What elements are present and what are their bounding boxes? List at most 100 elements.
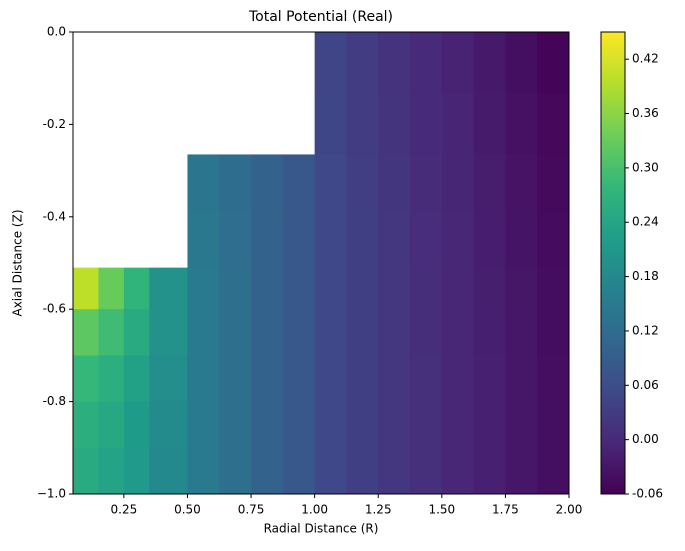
colorbar-tick-label: 0.24 [632,215,659,229]
contour-cell [410,212,443,269]
contour-cell [505,32,538,94]
contour-cell [149,447,188,495]
y-tick-label: 0.0 [47,25,66,39]
contour-cell [314,32,347,94]
contour-cell [505,212,538,269]
contour-cell [98,309,125,356]
contour-cell [314,355,347,403]
contour-cell [473,355,506,403]
contour-cell [378,401,411,449]
contour-cell [473,401,506,449]
contour-cell [505,93,538,155]
contour-cell [441,267,475,310]
contour-cell [282,212,316,269]
contour-cell [537,93,570,155]
contour-cell [505,267,538,310]
contour-cell [441,401,475,449]
y-tick-label: −1.0 [37,487,66,501]
contour-cell [149,401,188,449]
contour-cell [441,212,475,269]
x-tick-label: 1.25 [365,503,392,517]
contour-cell [123,309,150,356]
contour-cell [505,447,538,495]
contour-cell [378,32,411,94]
contour-cell [219,267,252,310]
y-axis-label: Axial Distance (Z) [11,209,25,316]
contour-cell [314,93,347,155]
contour-cell [378,212,411,269]
contour-cell [346,32,379,94]
contour-cell [251,212,284,269]
contour-cell [505,309,538,356]
x-tick-label: 0.50 [174,503,201,517]
contour-cell [410,32,443,94]
contour-cell [187,309,220,356]
contour-cell [410,267,443,310]
contour-cell [410,401,443,449]
x-tick-label: 1.00 [301,503,328,517]
contour-cell [282,309,316,356]
x-tick-label: 2.00 [556,503,583,517]
contour-cell [346,355,379,403]
contour-cell [187,212,220,269]
colorbar-tick-label: 0.42 [632,52,659,66]
contour-cell [219,401,252,449]
contour-cell [346,309,379,356]
colorbar-tick-label: 0.30 [632,160,659,174]
contour-cell [187,154,220,213]
contour-cell [378,154,411,213]
contour-cell [98,401,125,449]
contour-cell [537,401,570,449]
plot-frame [72,31,570,495]
contour-cell [98,267,125,310]
contour-cell [537,309,570,356]
contour-cell [123,401,150,449]
contour-cell [441,309,475,356]
contour-cell [251,154,284,213]
contour-cell [73,309,99,356]
contour-cell [123,355,150,403]
contour-cell [473,267,506,310]
colorbar [600,31,626,495]
contour-cell [251,267,284,310]
contour-cell [314,401,347,449]
x-tick-label: 1.75 [492,503,519,517]
contour-cell [149,309,188,356]
contour-cell [473,93,506,155]
contour-cell [314,267,347,310]
contour-cell [473,309,506,356]
contour-cell [282,267,316,310]
contour-cell [282,355,316,403]
contour-cell [537,447,570,495]
contour-cell [537,212,570,269]
contour-cell [441,154,475,213]
contour-cell [441,447,475,495]
x-tick-label: 0.25 [111,503,138,517]
contour-cell [98,447,125,495]
y-tick-label: -0.4 [43,209,66,223]
contour-cell [187,401,220,449]
contour-cell [378,267,411,310]
contour-cell [251,309,284,356]
contour-cell [346,154,379,213]
contour-cell [410,93,443,155]
contour-cell [123,267,150,310]
contour-cell [441,355,475,403]
contour-cell [187,447,220,495]
contour-cell [410,154,443,213]
contour-cell [537,32,570,94]
contour-cell [219,154,252,213]
contour-cell [378,355,411,403]
y-tick-label: -0.6 [43,302,66,316]
contour-cell [346,267,379,310]
contour-cell [473,212,506,269]
colorbar-tick-label: -0.06 [632,487,663,501]
x-tick-label: 0.75 [238,503,265,517]
contour-cell [473,32,506,94]
contour-cell [149,355,188,403]
contour-cell [314,212,347,269]
contour-cell [473,447,506,495]
contour-cell [219,309,252,356]
contour-cell [505,401,538,449]
